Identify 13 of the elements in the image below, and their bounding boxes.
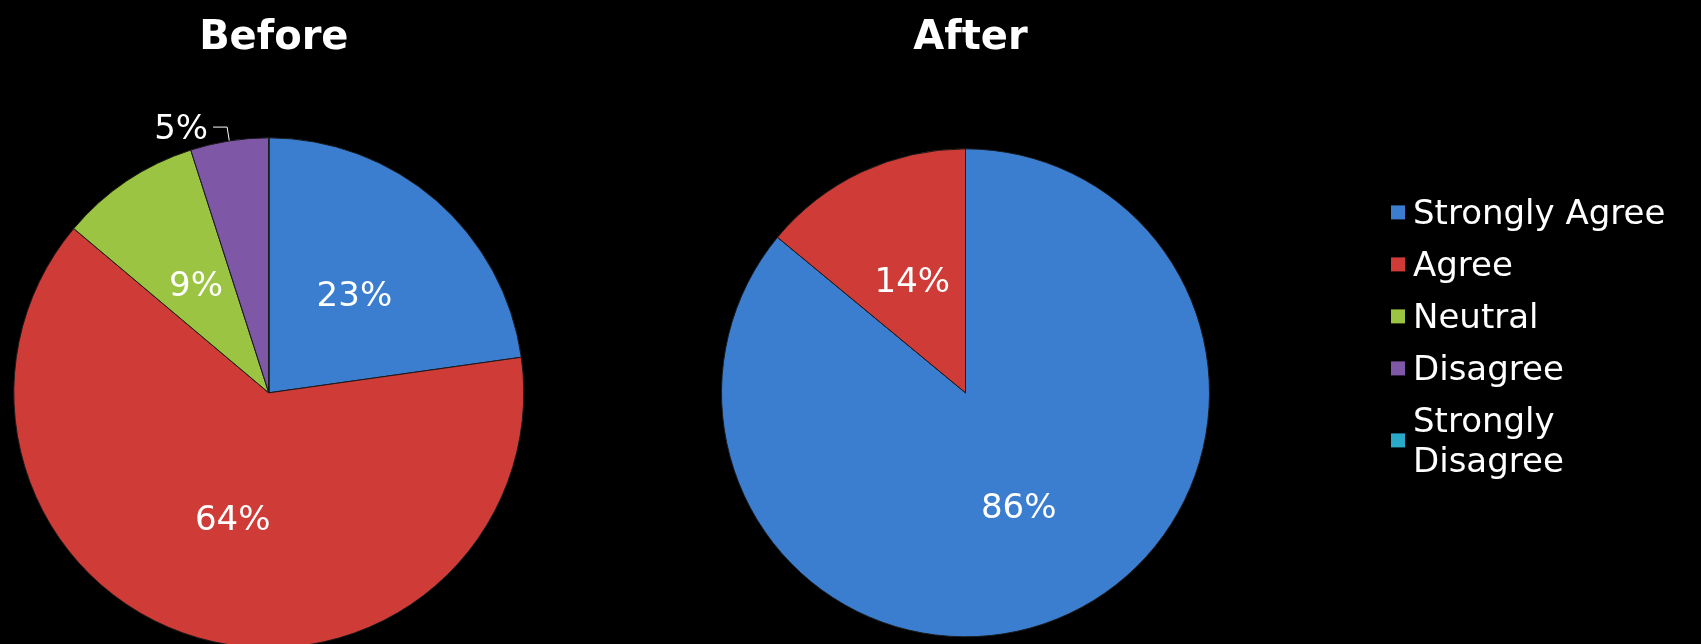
data-label: 64% xyxy=(194,498,271,539)
data-label: 9% xyxy=(169,264,224,305)
data-label: 5% xyxy=(154,107,209,148)
legend-label: Neutral xyxy=(1413,296,1539,337)
legend-label: Disagree xyxy=(1413,348,1564,389)
chart-title: After xyxy=(913,12,1028,58)
legend-label: Agree xyxy=(1413,244,1513,285)
legend-label: Strongly Disagree xyxy=(1413,400,1565,481)
data-label: 14% xyxy=(874,259,951,300)
data-label: 86% xyxy=(980,485,1057,526)
data-label: 23% xyxy=(316,274,393,315)
chart-title: Before xyxy=(199,12,349,58)
legend-label: Strongly Agree xyxy=(1413,192,1666,233)
